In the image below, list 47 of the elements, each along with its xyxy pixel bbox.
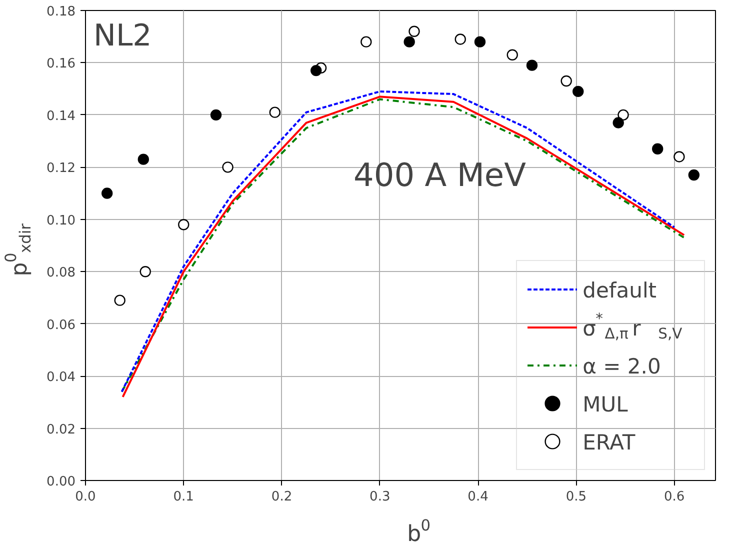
annotation: NL2 (94, 18, 152, 54)
point (360, 36, 372, 48)
x-tick-label: 0.1 (173, 490, 194, 504)
point (572, 86, 584, 98)
y-tick-label: 0.18 (46, 4, 76, 20)
point (310, 64, 322, 76)
legend-label: α = 2.0 (582, 354, 661, 378)
annotation: 400 A MeV (354, 156, 526, 194)
point (140, 266, 151, 278)
x-tick-label: 0.2 (271, 490, 292, 504)
point (138, 154, 149, 165)
point (114, 294, 126, 306)
y-tick-label: 0.00 (46, 474, 76, 490)
point (612, 117, 624, 128)
x-tick-label: 0.6 (664, 490, 685, 504)
x-tick-label: 0.0 (75, 490, 96, 504)
x-tick-label: 0.4 (468, 490, 488, 504)
point (222, 162, 234, 173)
point (454, 34, 466, 45)
legend-label: ERAT (582, 430, 636, 454)
point (210, 109, 222, 121)
point (526, 60, 538, 71)
y-tick-label: 0.14 (46, 108, 76, 124)
legend-label: default (582, 278, 657, 302)
y-tick-label: 0.12 (46, 161, 76, 176)
y-tick-label: 0.02 (46, 422, 76, 438)
y-tick-label: 0.04 (46, 370, 76, 386)
y-tick-label: 0.10 (46, 213, 76, 228)
point (506, 49, 518, 60)
x-tick-label: 0.3 (370, 490, 390, 504)
y-axis-title: p0xdir (2, 222, 34, 276)
point (618, 109, 629, 121)
point (688, 169, 700, 181)
legend-label: MUL (582, 392, 628, 416)
point (560, 75, 572, 87)
point (474, 36, 486, 48)
y-tick-label: 0.08 (46, 266, 76, 281)
y-tick-label: 0.06 (46, 318, 76, 333)
point (101, 188, 113, 199)
x-tick-label: 0.5 (566, 490, 587, 504)
point (269, 106, 280, 118)
point (404, 36, 415, 48)
y-tick-label: 0.16 (46, 56, 76, 72)
point (408, 26, 420, 37)
point (652, 143, 664, 154)
point (674, 151, 685, 162)
point (178, 219, 190, 230)
